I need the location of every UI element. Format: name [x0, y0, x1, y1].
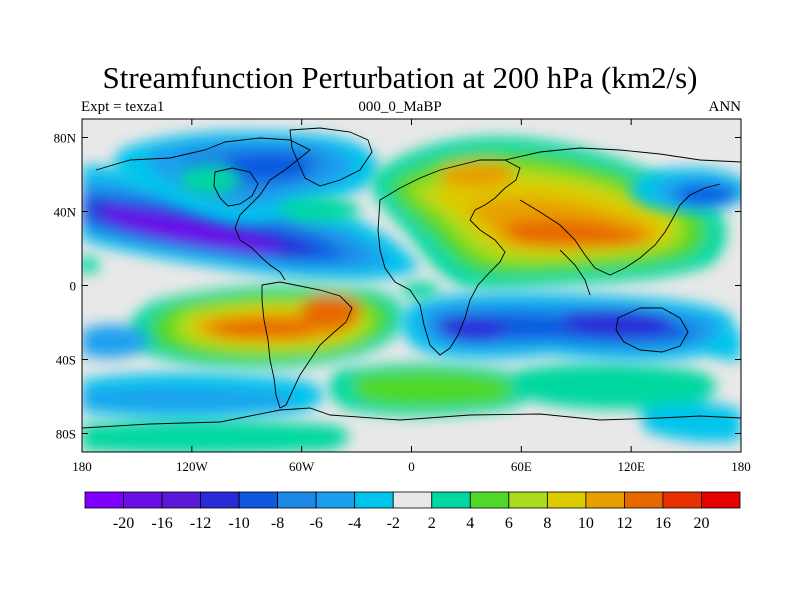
lat-tick-label: 40S [56, 353, 76, 368]
colorbar-swatch [469, 491, 510, 509]
colorbar-swatch [392, 491, 433, 509]
lon-tick-label: 60W [289, 459, 315, 474]
colorbar-swatch [315, 491, 356, 509]
colorbar-swatch [546, 491, 587, 509]
colorbar: -20 -16 -12 -10 -8 -6 -4 -2 2 4 6 8 10 12 16 20 [84, 491, 741, 532]
positive-anomaly-eurasia [371, 137, 727, 289]
colorbar-swatch [84, 491, 124, 509]
colorbar-swatch [662, 491, 702, 509]
time-period-label: 000_0_MaBP [358, 99, 442, 115]
colorbar-label: 12 [616, 515, 632, 532]
lat-tick-label: 40N [54, 205, 77, 220]
colorbar-label: 16 [655, 515, 671, 532]
latitude-axis: 80N 40N 0 40S 80S [54, 131, 741, 442]
colorbar-label: 4 [466, 515, 474, 532]
colorbar-swatch [161, 491, 201, 509]
colorbar-label: 8 [543, 515, 551, 532]
colorbar-label: -2 [387, 515, 400, 532]
lon-tick-label: 180 [731, 459, 751, 474]
colorbar-swatch [200, 491, 240, 509]
colorbar-swatch [624, 491, 664, 509]
negative-anomaly-indian-ocean [401, 292, 734, 362]
lon-tick-label: 180 [72, 459, 92, 474]
colorbar-label: -16 [151, 515, 172, 532]
colorbar-swatch [123, 491, 163, 509]
colorbar-label: -12 [190, 515, 211, 532]
positive-anomaly-north-pacific [180, 166, 360, 222]
page-title: Streamfunction Perturbation at 200 hPa (… [102, 60, 698, 95]
colorbar-label: -20 [113, 515, 134, 532]
experiment-label: Expt = texza1 [81, 99, 165, 115]
streamfunction-field [82, 119, 741, 452]
southern-ocean-anomalies [82, 324, 741, 452]
misc-anomalies [82, 257, 440, 298]
lat-tick-label: 80S [56, 427, 76, 442]
colorbar-label: 6 [505, 515, 513, 532]
season-label: ANN [708, 99, 742, 115]
colorbar-swatch [354, 491, 394, 509]
lon-tick-label: 120E [617, 459, 645, 474]
colorbar-label: 20 [693, 515, 709, 532]
lat-tick-label: 0 [70, 279, 77, 294]
lon-tick-label: 120W [176, 459, 209, 474]
positive-anomaly-south-america [129, 285, 404, 369]
lon-tick-label: 60E [511, 459, 532, 474]
colorbar-swatch [238, 491, 279, 509]
colorbar-swatch [508, 491, 548, 509]
lat-tick-label: 80N [54, 131, 77, 146]
colorbar-label: -8 [271, 515, 284, 532]
colorbar-label: 10 [578, 515, 594, 532]
coastlines [82, 127, 741, 429]
colorbar-label: -4 [348, 515, 361, 532]
colorbar-label: -6 [310, 515, 323, 532]
colorbar-swatch [431, 491, 471, 509]
longitude-axis: 180 120W 60W 0 60E 120E 180 [72, 119, 751, 474]
colorbar-swatch [585, 491, 625, 509]
colorbar-label: 2 [428, 515, 436, 532]
negative-anomaly-north-pacific-east [630, 168, 741, 212]
colorbar-swatch [277, 491, 317, 509]
colorbar-swatch [701, 491, 741, 509]
colorbar-label: -10 [228, 515, 249, 532]
lon-tick-label: 0 [408, 459, 415, 474]
